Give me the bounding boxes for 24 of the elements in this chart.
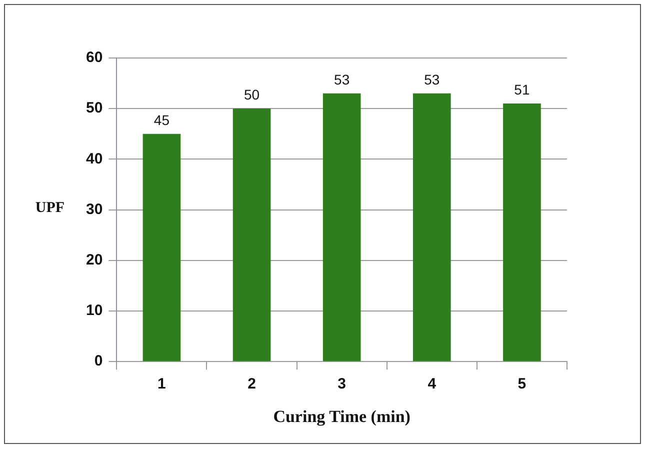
x-tick-label: 1 [158, 376, 166, 393]
x-tick-label: 4 [428, 376, 437, 393]
data-label: 50 [244, 86, 260, 102]
y-tick-label: 10 [86, 302, 103, 320]
y-tick-label: 40 [86, 150, 103, 168]
data-label: 53 [334, 71, 350, 88]
x-tick-label: 5 [518, 376, 526, 393]
x-tick-label: 3 [338, 376, 346, 393]
x-tick-label: 2 [248, 376, 256, 393]
bar [412, 93, 451, 362]
y-tick-label: 60 [86, 49, 103, 66]
y-axis-title: UPF [34, 200, 66, 217]
y-tick-label: 20 [86, 252, 103, 269]
y-tick-label: 0 [94, 352, 103, 370]
bar [142, 134, 181, 362]
y-tick-label: 30 [86, 200, 103, 218]
bar [503, 104, 541, 362]
x-axis-title: Curing Time (min) [273, 407, 410, 426]
bar [232, 108, 271, 362]
data-label: 53 [424, 71, 440, 88]
data-label: 45 [154, 112, 170, 128]
data-label: 51 [514, 81, 530, 98]
y-tick-label: 50 [86, 100, 103, 117]
bar [322, 93, 361, 362]
